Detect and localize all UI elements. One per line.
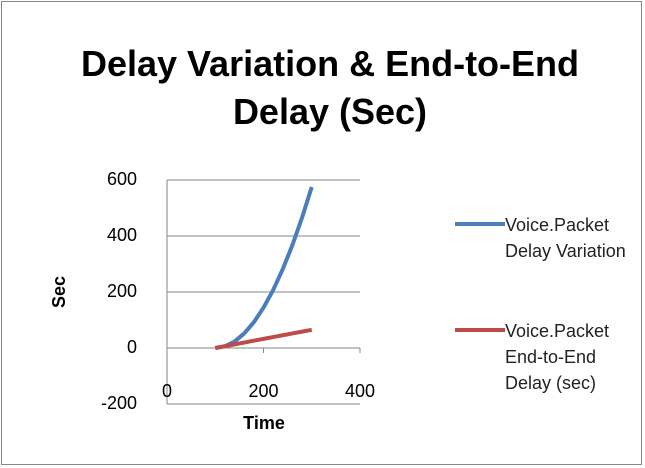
legend-label: Voice.Packet Delay Variation [505,215,626,261]
line-series [214,186,314,350]
x-tick-label: 400 [345,381,375,401]
y-tick-label: 600 [107,169,137,189]
x-tick-label: 200 [248,381,278,401]
line-series [214,327,313,350]
legend-label: Voice.Packet End-to-End Delay (sec) [505,321,610,393]
x-axis-label: Time [243,413,285,433]
y-tick-label: -200 [101,393,137,413]
chart-title: Delay Variation & End-to-End Delay (Sec) [80,43,580,132]
x-tick-label: 0 [162,381,172,401]
y-tick-label: 0 [127,337,137,357]
y-axis-label: Sec [49,276,69,308]
y-tick-label: 200 [107,281,137,301]
y-tick-label: 400 [107,225,137,245]
